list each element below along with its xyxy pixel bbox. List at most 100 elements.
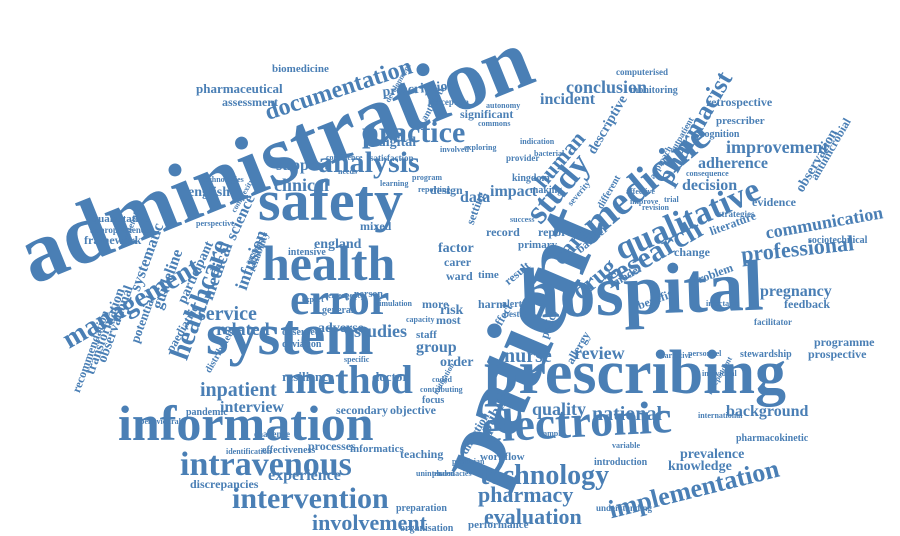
word-bacterial: bacterial: [534, 149, 565, 158]
word-support: support: [276, 157, 330, 174]
word-more: more: [422, 297, 449, 311]
word-kingdom: kingdom: [512, 173, 550, 184]
word-safety: safety: [258, 168, 403, 233]
word-change: change: [674, 245, 710, 259]
word-narrative: narrative: [660, 351, 692, 360]
word-pregnancy: pregnancy: [760, 283, 832, 300]
word-design: design: [430, 183, 463, 197]
word-involved: involved: [440, 145, 469, 154]
word-exploring: exploring: [464, 143, 497, 152]
word-clinical: clinical: [274, 175, 329, 195]
word-workflow: workflow: [480, 451, 525, 463]
word-improvement: improvement: [726, 137, 829, 157]
word-ward: ward: [446, 269, 473, 283]
word-understanding: understanding: [596, 503, 653, 513]
word-provider: provider: [506, 153, 540, 163]
word-background: background: [726, 403, 809, 420]
word-challenge: challenge: [254, 429, 290, 439]
word-interview: interview: [220, 399, 284, 416]
word-pharmacies: pharmacies: [432, 469, 472, 478]
word-intravenous: intravenous: [180, 446, 352, 483]
word-programme: programme: [814, 335, 875, 349]
word-expert: expert: [302, 295, 324, 304]
word-deviation: deviation: [282, 339, 322, 350]
word-inpatient: inpatient: [200, 379, 277, 401]
word-autonomy: autonomy: [486, 101, 521, 110]
word-prevalence: prevalence: [680, 447, 745, 462]
word-digital: digital: [378, 135, 417, 150]
word-sample: sample: [540, 429, 564, 438]
word-processes: processes: [308, 439, 356, 453]
word-retrospective: retrospective: [706, 95, 773, 109]
word-involvement: involvement: [312, 510, 427, 535]
word-preparation: preparation: [396, 503, 447, 514]
word-group: group: [416, 339, 457, 356]
word-coded: coded: [432, 375, 452, 384]
word-success: success: [510, 215, 535, 224]
word-variable: variable: [612, 441, 640, 450]
word-method: method: [284, 357, 413, 402]
word-perspective: perspective: [196, 219, 235, 228]
word-capacity: capacity: [406, 315, 435, 324]
word-mixed: mixed: [360, 219, 392, 233]
word-knowledge: knowledge: [668, 459, 732, 474]
word-revision: revision: [642, 203, 669, 212]
word-needs: needs: [338, 167, 358, 176]
word-assessment: assessment: [222, 95, 278, 109]
word-affective: affective: [626, 187, 655, 196]
word-carer: carer: [444, 255, 472, 269]
word-individual: individual: [702, 369, 737, 378]
word-practice: practice: [362, 116, 466, 149]
word-quantitative: quantitative: [92, 213, 149, 225]
word-prescriber: prescriber: [716, 115, 765, 127]
word-teaching: teaching: [400, 447, 444, 461]
word-staff: staff: [416, 329, 437, 341]
word-order: order: [440, 355, 474, 370]
word-commons: commons: [478, 119, 511, 128]
word-prescribing: prescribing: [484, 339, 786, 407]
word-emergency: emergency: [328, 291, 365, 300]
word-most: most: [436, 313, 461, 327]
word-health: health: [262, 235, 396, 291]
word-intensive: intensive: [288, 247, 326, 258]
word-experience: experience: [268, 467, 341, 484]
word-cognition: cognition: [700, 129, 740, 140]
word-identification: identification: [226, 447, 272, 456]
word-organisation: organisation: [400, 523, 454, 534]
word-resilience: resilience: [282, 369, 334, 384]
word-feedback: feedback: [784, 297, 830, 311]
word-risk: risk: [440, 303, 464, 318]
word-alert: alert: [502, 299, 522, 310]
word-behavioural: behavioural: [140, 417, 181, 426]
word-objective: objective: [390, 403, 436, 417]
word-appropriateness: appropriateness: [90, 225, 152, 235]
word-incident: incident: [540, 91, 596, 108]
word-computerised: computerised: [616, 67, 668, 77]
word-prospective: prospective: [808, 347, 867, 361]
word-adverse: adverse: [318, 321, 364, 336]
word-biomedicine: biomedicine: [272, 63, 329, 75]
word-reporting: reporting: [418, 185, 451, 194]
word-pharmacokinetic: pharmacokinetic: [736, 433, 809, 444]
word-record: record: [486, 225, 520, 239]
word-pandemic: pandemic: [186, 407, 228, 418]
word-monitoring: monitoring: [630, 85, 678, 96]
word-personnel: personnel: [688, 349, 722, 358]
word-secondary: secondary: [336, 403, 388, 417]
word-technology: technology: [480, 460, 610, 491]
word-introduction: introduction: [594, 457, 648, 468]
word-specific: specific: [344, 355, 370, 364]
word-nurse: nurse: [504, 345, 552, 367]
word-satisfaction: satisfaction: [370, 153, 414, 163]
word-learning: learning: [380, 179, 409, 188]
word-report: report: [538, 225, 571, 239]
word-data: data: [460, 189, 491, 206]
word-framework: framework: [84, 233, 142, 247]
word-doctor: doctor: [372, 369, 409, 384]
word-consequence: consequence: [686, 169, 729, 178]
word-decision: decision: [682, 177, 738, 194]
word-focus: focus: [422, 395, 445, 406]
word-conclusion: conclusion: [566, 77, 648, 97]
word-analysis: analysis: [318, 146, 420, 179]
word-pharmacy: pharmacy: [478, 482, 574, 507]
